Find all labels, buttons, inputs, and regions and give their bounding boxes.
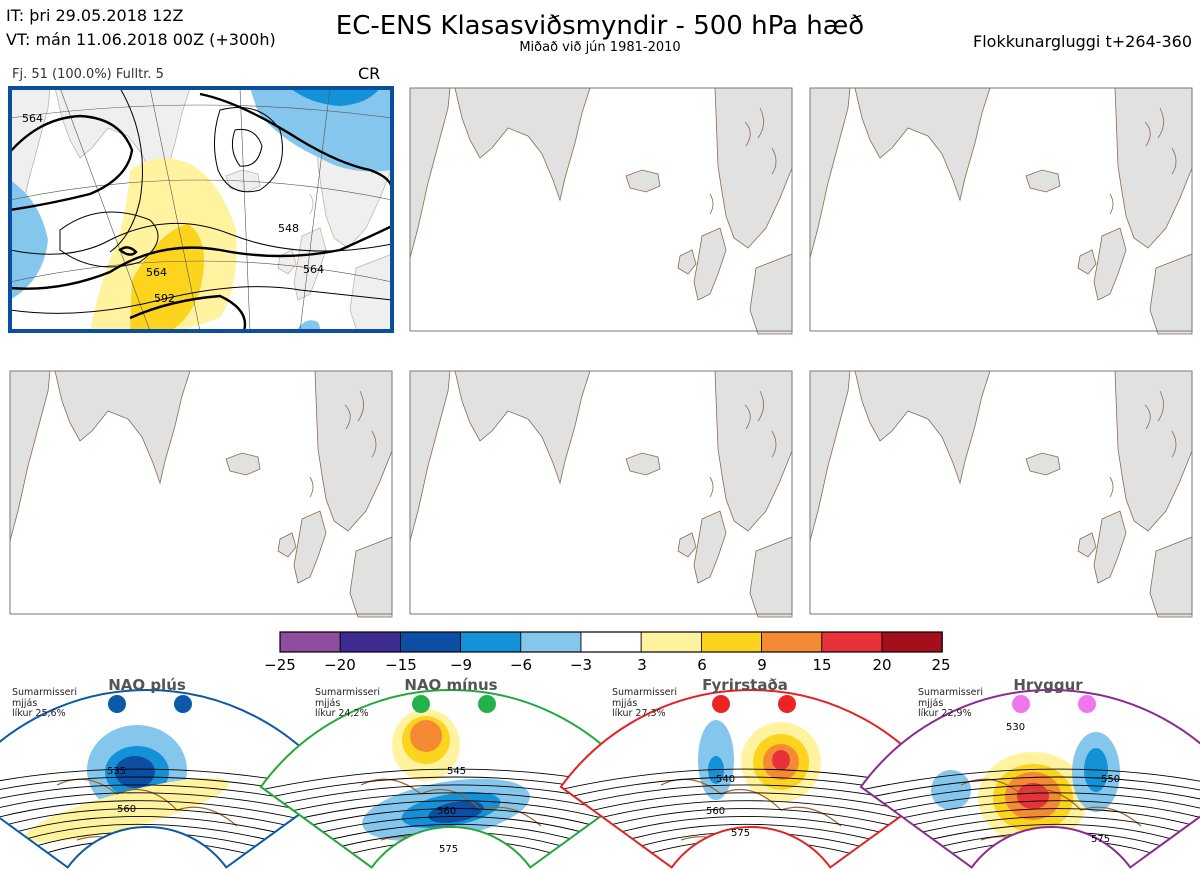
contour-label: 560 <box>437 806 456 817</box>
regime-probability: Sumarmisseri mjjás líkur 24,2% <box>315 687 381 719</box>
cluster-map-1: 564 548 564 592 564 <box>8 86 394 333</box>
contour-label: 540 <box>716 774 735 785</box>
contour-label: 545 <box>447 766 466 777</box>
colorbar-tick: 9 <box>757 656 767 674</box>
contour-label: 560 <box>706 806 725 817</box>
regime-name: Fyrirstaða <box>702 676 788 694</box>
regime-blocking-map: 540 560 575 <box>559 689 943 869</box>
contour-label: 530 <box>1006 722 1025 733</box>
contour-label: 550 <box>1101 774 1120 785</box>
regime-nao-plus-map: 535 560 <box>0 689 339 869</box>
contour-label: 564 <box>146 266 167 279</box>
regime-dot <box>174 695 192 713</box>
contour-label: 548 <box>278 222 299 235</box>
colorbar-swatch <box>761 631 823 653</box>
contour-label: 575 <box>439 844 458 855</box>
regime-name: NAO plús <box>108 676 186 694</box>
regime-dot <box>778 695 796 713</box>
contour-label: 575 <box>1091 834 1110 845</box>
regime-name: NAO mínus <box>404 676 498 694</box>
regime-name: Hryggur <box>1013 676 1083 694</box>
contour-label: 592 <box>154 292 175 305</box>
regime-ridge-map: 530 550 575 <box>859 689 1200 869</box>
regime-dot <box>1012 695 1030 713</box>
colorbar-tick: −15 <box>385 656 417 674</box>
classification-window: Flokkunargluggi t+264-360 <box>973 32 1192 51</box>
colorbar-tick: −9 <box>449 656 473 674</box>
page-title: EC-ENS Klasasviðsmyndir - 500 hPa hæð <box>335 11 865 41</box>
contour-label: 564 <box>303 263 324 276</box>
colorbar-tick: −20 <box>324 656 356 674</box>
regime-dot <box>1078 695 1096 713</box>
colorbar-swatch <box>279 631 341 653</box>
regime-probability: Sumarmisseri mjjás líkur 27,3% <box>612 687 678 719</box>
page-subtitle: Miðað við jún 1981-2010 <box>519 40 681 55</box>
cluster-map-6 <box>809 370 1193 618</box>
colorbar-swatch <box>460 631 522 653</box>
colorbar-swatch <box>881 631 943 653</box>
colorbar-tick: 15 <box>812 656 832 674</box>
cluster-map-3 <box>809 87 1193 335</box>
cluster-map-2 <box>409 87 793 335</box>
regime-dot <box>412 695 430 713</box>
colorbar-swatch <box>821 631 883 653</box>
colorbar-swatch <box>640 631 702 653</box>
regime-probability: Sumarmisseri mjjás líkur 25,6% <box>12 687 78 719</box>
contour-label: 560 <box>117 804 136 815</box>
colorbar-swatch <box>580 631 642 653</box>
initial-time: IT: þri 29.05.2018 12Z <box>6 6 184 25</box>
cluster-map-5 <box>409 370 793 618</box>
colorbar-swatch <box>339 631 401 653</box>
colorbar-swatch <box>701 631 763 653</box>
colorbar-swatch <box>520 631 582 653</box>
regime-dot <box>712 695 730 713</box>
cluster-info: Fj. 51 (100.0%) Fulltr. 5 <box>12 67 164 82</box>
cluster-map-4 <box>9 370 393 618</box>
colorbar-tick: −25 <box>264 656 296 674</box>
contour-label: 564 <box>22 112 43 125</box>
cluster-tag: CR <box>358 64 381 83</box>
colorbar-tick: 3 <box>637 656 647 674</box>
regime-dot <box>478 695 496 713</box>
regime-dot <box>108 695 126 713</box>
colorbar-tick: −3 <box>569 656 593 674</box>
colorbar <box>279 631 943 653</box>
contour-label: 535 <box>107 766 126 777</box>
colorbar-tick: 6 <box>697 656 707 674</box>
colorbar-swatch <box>399 631 461 653</box>
colorbar-tick: 25 <box>931 656 951 674</box>
colorbar-tick: 20 <box>872 656 892 674</box>
regime-probability: Sumarmisseri mjjás líkur 22,9% <box>918 687 984 719</box>
regime-nao-minus-map: 545 560 575 <box>259 689 643 869</box>
colorbar-tick: −6 <box>509 656 533 674</box>
valid-time: VT: mán 11.06.2018 00Z (+300h) <box>6 30 276 49</box>
contour-label: 575 <box>731 828 750 839</box>
